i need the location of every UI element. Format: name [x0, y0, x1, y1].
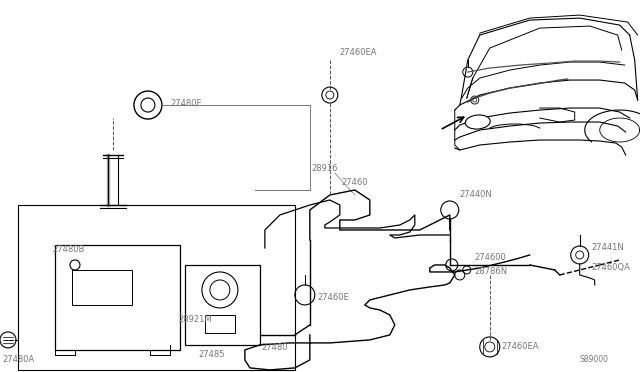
- Text: 28921M: 28921M: [178, 315, 212, 324]
- Text: 28786N: 28786N: [475, 267, 508, 276]
- Ellipse shape: [465, 115, 490, 129]
- Text: 27480A: 27480A: [2, 355, 35, 365]
- FancyBboxPatch shape: [55, 245, 180, 350]
- Text: 27460: 27460: [342, 177, 369, 186]
- Text: 27441N: 27441N: [592, 243, 625, 253]
- Text: 27460EA: 27460EA: [340, 48, 378, 57]
- Bar: [185, 265, 260, 345]
- Text: 27460EA: 27460EA: [502, 342, 540, 352]
- Text: 28916: 28916: [312, 164, 339, 173]
- Text: 27480: 27480: [262, 343, 289, 352]
- Text: S89000: S89000: [580, 355, 609, 365]
- Bar: [205, 315, 235, 333]
- Text: 274600: 274600: [475, 253, 506, 263]
- Bar: [72, 270, 132, 305]
- Text: 27480F: 27480F: [170, 99, 202, 108]
- Text: 27480B: 27480B: [52, 246, 84, 254]
- Text: 27460QA: 27460QA: [592, 263, 630, 272]
- Text: 27485: 27485: [198, 350, 225, 359]
- Bar: [18, 205, 295, 370]
- Text: 27440N: 27440N: [460, 190, 493, 199]
- Text: 27460E: 27460E: [318, 294, 349, 302]
